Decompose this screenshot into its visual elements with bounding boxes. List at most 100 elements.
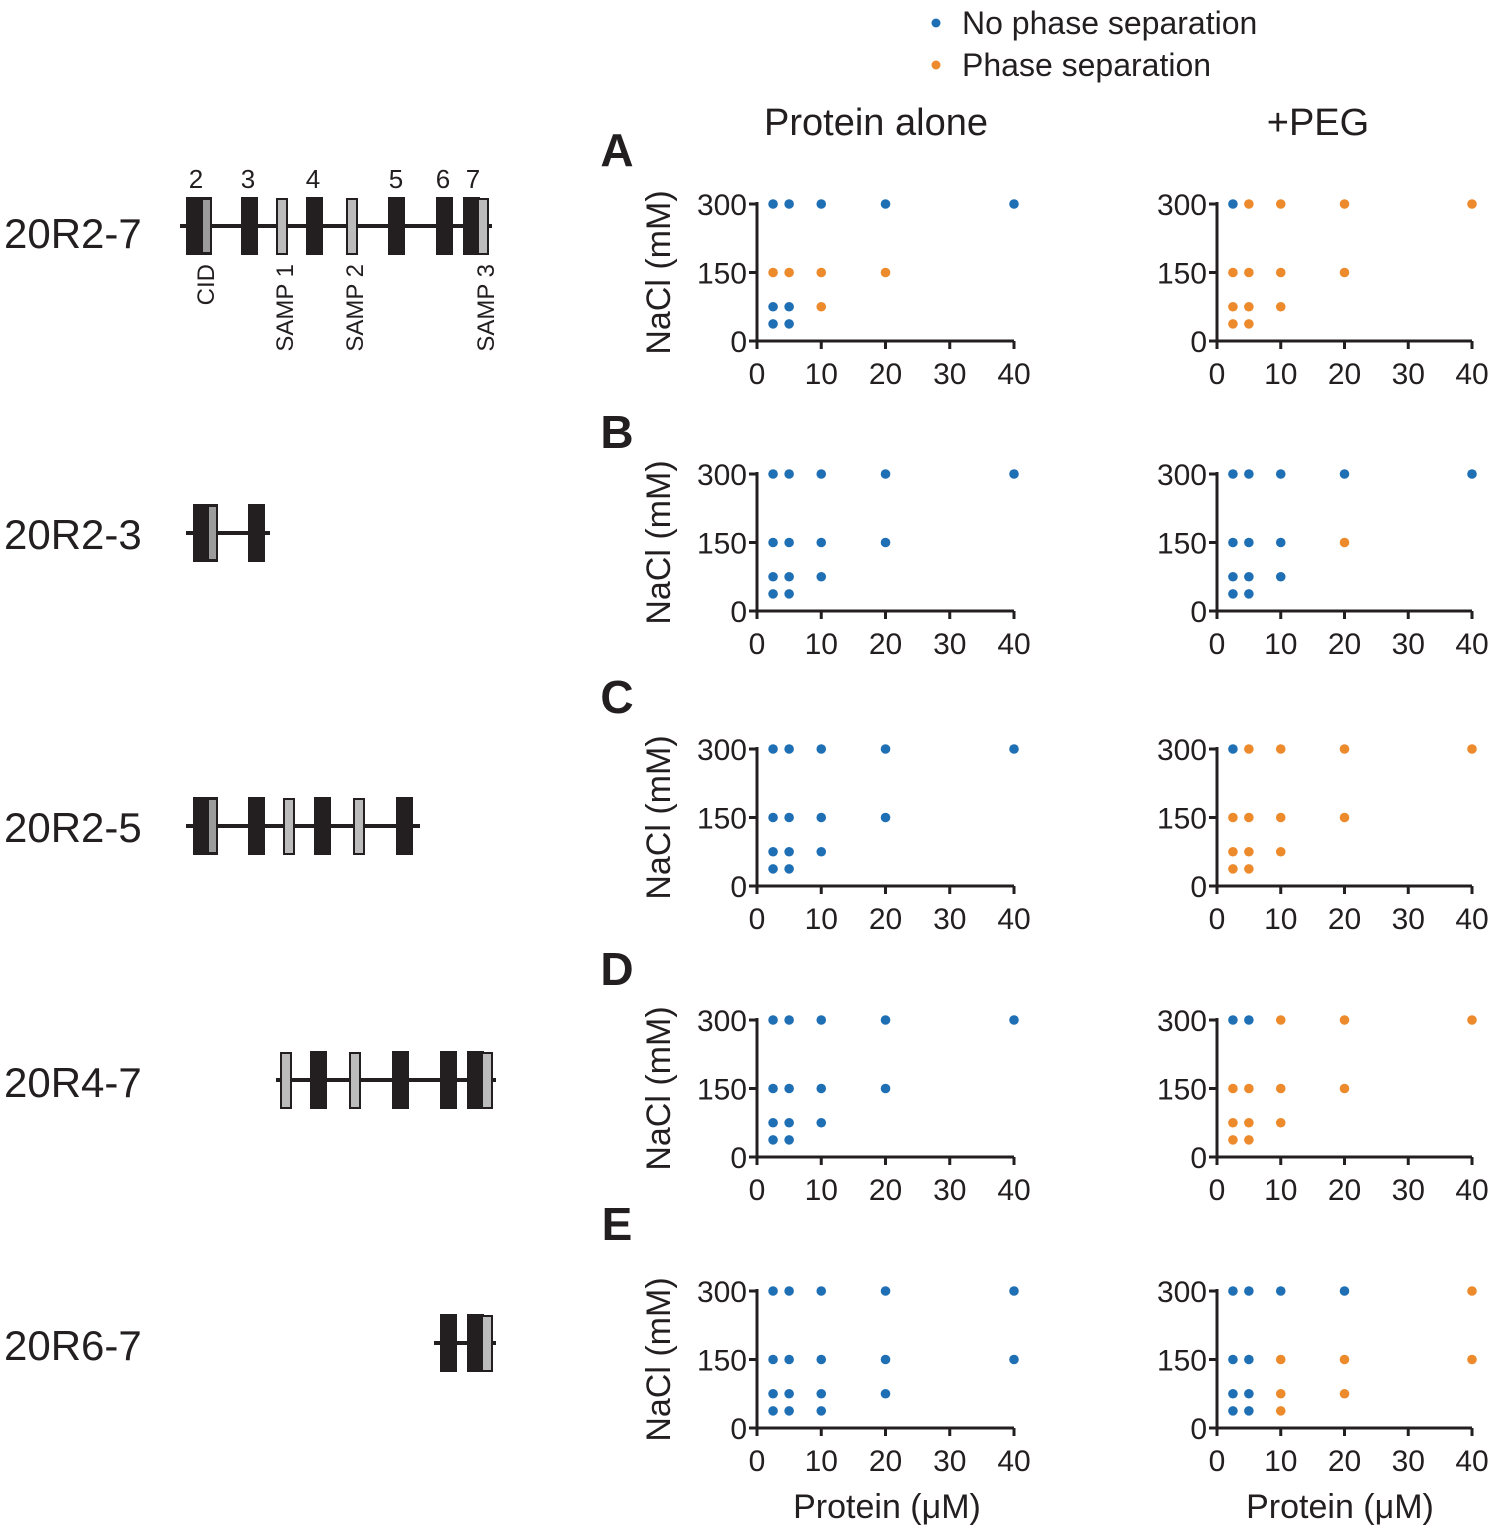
no-phase-separation-point — [1244, 1406, 1254, 1416]
phase-separation-point — [1467, 744, 1477, 754]
y-tick-label: 300 — [1157, 734, 1207, 767]
y-tick-label: 300 — [1157, 459, 1207, 492]
no-phase-separation-point — [880, 537, 891, 548]
x-tick-label: 10 — [1264, 1445, 1297, 1478]
x-tick-label: 10 — [1264, 1174, 1297, 1207]
y-tick-label: 0 — [730, 1413, 747, 1446]
phase-separation-point — [816, 301, 827, 312]
x-tick-label: 0 — [1209, 1445, 1226, 1478]
no-phase-separation-point — [880, 812, 891, 823]
x-tick-label: 30 — [1392, 1174, 1425, 1207]
no-phase-separation-point — [768, 319, 778, 329]
no-phase-separation-point — [784, 1083, 794, 1094]
no-phase-separation-point — [768, 846, 778, 857]
no-phase-separation-point — [768, 571, 778, 582]
phase-separation-point — [1275, 267, 1286, 278]
no-phase-separation-point — [784, 864, 794, 874]
exon-number: 7 — [466, 164, 480, 194]
no-phase-separation-point — [784, 1406, 794, 1416]
no-phase-separation-point — [1244, 1354, 1254, 1365]
x-tick-label: 40 — [1455, 628, 1488, 661]
exon-block — [396, 797, 413, 855]
y-tick-label: 150 — [1157, 258, 1207, 291]
no-phase-separation-point — [1467, 469, 1477, 479]
phase-separation-point — [1228, 319, 1238, 329]
no-phase-separation-point — [816, 571, 827, 582]
phase-separation-point — [1275, 301, 1286, 312]
x-tick-label: 0 — [749, 628, 766, 661]
exon-block — [248, 797, 265, 855]
no-phase-separation-point — [768, 1135, 778, 1145]
x-tick-label: 0 — [1209, 903, 1226, 936]
no-phase-separation-point — [816, 469, 827, 479]
no-phase-separation-point — [1228, 1354, 1238, 1365]
phase-separation-point — [1244, 199, 1254, 209]
no-phase-separation-point — [1228, 571, 1238, 582]
x-tick-label: 40 — [997, 628, 1030, 661]
no-phase-separation-point — [880, 1015, 891, 1025]
x-tick-label: 0 — [749, 903, 766, 936]
y-tick-label: 150 — [1157, 1345, 1207, 1378]
x-tick-label: 20 — [1328, 358, 1361, 391]
x-tick-label: 40 — [1455, 1445, 1488, 1478]
samp-block — [349, 1052, 361, 1109]
panel-letter: D — [600, 943, 633, 995]
no-phase-separation-point — [784, 1135, 794, 1145]
no-phase-separation-point — [816, 1083, 827, 1094]
construct-label: 20R4-7 — [4, 1059, 142, 1106]
domain-label-samp2: SAMP 2 — [342, 264, 369, 352]
no-phase-separation-point — [1009, 469, 1019, 479]
phase-separation-point — [1244, 744, 1254, 754]
x-tick-label: 40 — [1455, 358, 1488, 391]
y-tick-label: 0 — [730, 1142, 747, 1175]
x-axis-title-right: Protein (μM) — [1246, 1488, 1434, 1526]
no-phase-separation-point — [1228, 537, 1238, 548]
exon-block — [310, 1051, 327, 1109]
cid-stripe — [209, 507, 216, 559]
no-phase-separation-point — [784, 1388, 794, 1399]
phase-separation-point — [1467, 1354, 1477, 1365]
phase-separation-point — [1275, 744, 1286, 754]
x-tick-label: 20 — [869, 358, 902, 391]
phase-separation-point — [1275, 1388, 1286, 1399]
no-phase-separation-point — [1228, 589, 1238, 599]
phase-separation-point — [1244, 1117, 1254, 1128]
no-phase-separation-point — [784, 571, 794, 582]
phase-separation-point — [1275, 1015, 1286, 1025]
y-tick-label: 300 — [697, 1276, 747, 1309]
no-phase-separation-point — [816, 1388, 827, 1399]
x-tick-label: 10 — [1264, 628, 1297, 661]
x-tick-label: 30 — [933, 1445, 966, 1478]
x-tick-label: 30 — [1392, 1445, 1425, 1478]
no-phase-separation-point — [1009, 1286, 1019, 1296]
no-phase-separation-point — [768, 1286, 778, 1296]
no-phase-separation-point — [768, 199, 778, 209]
phase-separation-point — [1228, 846, 1238, 857]
no-phase-separation-point — [880, 469, 891, 479]
construct-label: 20R6-7 — [4, 1322, 142, 1369]
phase-separation-point — [1339, 744, 1350, 754]
x-tick-label: 40 — [997, 1445, 1030, 1478]
no-phase-separation-point — [768, 469, 778, 479]
legend-label-phase: Phase separation — [962, 47, 1211, 83]
panel-letter: C — [600, 671, 633, 723]
phase-separation-point — [1275, 1406, 1286, 1416]
no-phase-separation-point — [1244, 1015, 1254, 1025]
phase-separation-point — [816, 267, 827, 278]
no-phase-separation-point — [784, 1354, 794, 1365]
x-tick-label: 0 — [749, 1445, 766, 1478]
column-title-protein-alone: Protein alone — [764, 102, 988, 144]
exon-block — [306, 197, 323, 255]
no-phase-separation-point — [768, 1406, 778, 1416]
phase-separation-point — [1228, 812, 1238, 823]
samp-block — [280, 1052, 292, 1109]
y-tick-label: 300 — [1157, 1005, 1207, 1038]
phase-separation-point — [1339, 1015, 1350, 1025]
phase-separation-point — [1244, 319, 1254, 329]
x-tick-label: 30 — [933, 1174, 966, 1207]
exon-block — [440, 1314, 457, 1372]
phase-separation-point — [1228, 1083, 1238, 1094]
no-phase-separation-point — [1244, 469, 1254, 479]
panel-E-peg: 0 10 20 30 40 0 150 300 — [1157, 1276, 1489, 1478]
